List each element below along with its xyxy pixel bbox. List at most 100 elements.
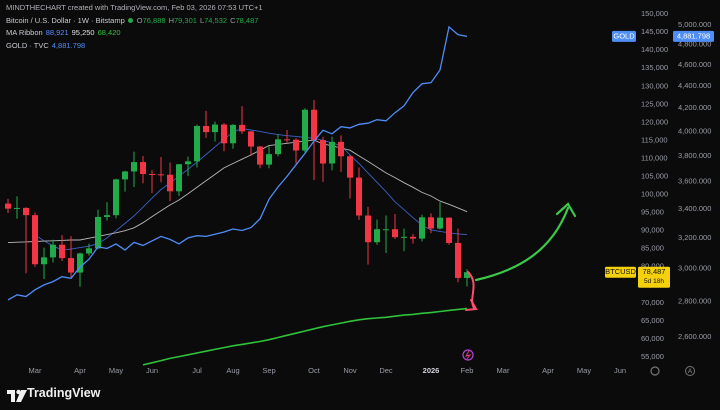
- candle-body: [410, 236, 416, 239]
- y-tick-label: 85,000: [641, 244, 664, 253]
- candle-body: [41, 257, 47, 265]
- annotation-arrows: A: [462, 202, 695, 376]
- ma-value: 95,250: [71, 28, 95, 37]
- candle-body: [23, 207, 29, 216]
- ohlc-key: O: [136, 15, 143, 25]
- candle-body: [428, 217, 434, 229]
- gold-tag: GOLD: [613, 31, 635, 40]
- ma-name: MA Ribbon: [6, 28, 43, 37]
- x-tick-label: Dec: [379, 366, 393, 375]
- ma-value: 68,420: [97, 28, 121, 37]
- y2-tick-label: 4,000.000: [678, 126, 711, 135]
- ohlc-item: L74,532: [200, 16, 227, 25]
- candle-body: [185, 161, 191, 165]
- ohlc-key: H: [168, 15, 174, 25]
- brand-name: TradingView: [27, 386, 101, 400]
- btc-price-box: [638, 266, 670, 288]
- x-tick-label: Aug: [226, 366, 239, 375]
- candle-body: [5, 203, 11, 209]
- auto-scale-button[interactable]: [685, 366, 695, 376]
- candle-body: [131, 162, 137, 172]
- candle-body: [167, 174, 173, 192]
- ma-legend: MA Ribbon 88,921 95,250 68,420: [6, 27, 263, 40]
- gold-tag-box: [612, 30, 636, 42]
- y2-tick-label: 4,600.000: [678, 60, 711, 69]
- ohlc-item: H79,301: [169, 16, 197, 25]
- green-arrowhead: [555, 202, 577, 218]
- candle-body: [86, 248, 92, 254]
- ohlc-value: 78,487: [235, 15, 259, 25]
- y-tick-label: 100,000: [641, 190, 668, 199]
- candle-body: [320, 140, 326, 164]
- candle-body: [59, 244, 65, 259]
- y2-tick-label: 3,000.000: [678, 264, 711, 273]
- symbol-title: Bitcoin / U.S. Dollar · 1W · Bitstamp: [6, 15, 125, 25]
- event-icon[interactable]: [462, 349, 474, 361]
- x-tick-label: Sep: [262, 366, 275, 375]
- y-tick-label: 105,000: [641, 172, 668, 181]
- x-tick-label: May: [577, 366, 591, 375]
- y2-tick-label: 3,400.000: [678, 204, 711, 213]
- candle-body: [329, 141, 335, 164]
- candle-body: [356, 177, 362, 216]
- candle-body: [365, 215, 371, 243]
- y2-tick-label: 2,600.000: [678, 332, 711, 341]
- btc-tag-box: [605, 266, 636, 278]
- y-tick-label: 90,000: [641, 226, 664, 235]
- candle-body: [338, 141, 344, 157]
- candle-body: [50, 244, 56, 258]
- candle-body: [14, 207, 20, 209]
- x-tick-label: Mar: [29, 366, 42, 375]
- y-tick-label: 130,000: [641, 81, 668, 90]
- candle-body: [77, 253, 83, 273]
- x-tick-label: Apr: [542, 366, 554, 375]
- candle-body: [212, 124, 218, 133]
- x-tick-label: Mar: [497, 366, 510, 375]
- plot-area: [5, 25, 470, 366]
- y2-tick-label: 3,800.000: [678, 151, 711, 160]
- footer: TradingView: [0, 380, 720, 410]
- candle-body: [104, 215, 110, 217]
- candle-body: [455, 242, 461, 278]
- candle-body: [257, 146, 263, 165]
- y-tick-label: 115,000: [641, 135, 668, 144]
- ma-line: [142, 307, 468, 366]
- ohlc-value: 76,888: [142, 15, 166, 25]
- candle-body: [401, 236, 407, 238]
- candle-body: [221, 124, 227, 144]
- candle-body: [68, 258, 74, 273]
- y-tick-label: 65,000: [641, 316, 664, 325]
- candle-body: [347, 156, 353, 178]
- candle-body: [266, 154, 272, 165]
- y2-tick-label: 5,000.000: [678, 20, 711, 29]
- candle-body: [248, 131, 254, 147]
- candle-body: [446, 217, 452, 243]
- candle-body: [113, 179, 119, 216]
- auto-scale-letter: A: [688, 369, 692, 375]
- settings-icon[interactable]: [650, 366, 660, 376]
- btc-price: 78,487: [643, 267, 666, 276]
- credit: MINDTHECHART created with TradingView.co…: [6, 3, 263, 12]
- ohlc-key: L: [199, 15, 205, 25]
- ohlc-key: C: [230, 15, 236, 25]
- candle-body: [293, 139, 299, 151]
- gold-legend: GOLD · TVC 4,881.798: [6, 40, 263, 53]
- ohlc-value: 74,532: [204, 15, 228, 25]
- candle-body: [158, 174, 164, 176]
- ma-line: [34, 128, 468, 251]
- candle-body: [374, 229, 380, 243]
- legend: MINDTHECHART created with TradingView.co…: [6, 2, 263, 52]
- y-tick-label: 110,000: [641, 153, 668, 162]
- candle-body: [419, 217, 425, 239]
- candle-body: [32, 215, 38, 265]
- ohlc-value: 79,301: [174, 15, 197, 25]
- candle-body: [95, 216, 101, 249]
- candle-body: [302, 109, 308, 151]
- x-tick-label: Jul: [192, 366, 202, 375]
- gold-price: 4,881.798: [677, 31, 710, 40]
- y2-tick-label: 4,200.000: [678, 103, 711, 112]
- x-tick-label: Oct: [308, 366, 321, 375]
- candle-body: [122, 171, 128, 180]
- candle-body: [140, 162, 146, 174]
- candle-body: [284, 139, 290, 141]
